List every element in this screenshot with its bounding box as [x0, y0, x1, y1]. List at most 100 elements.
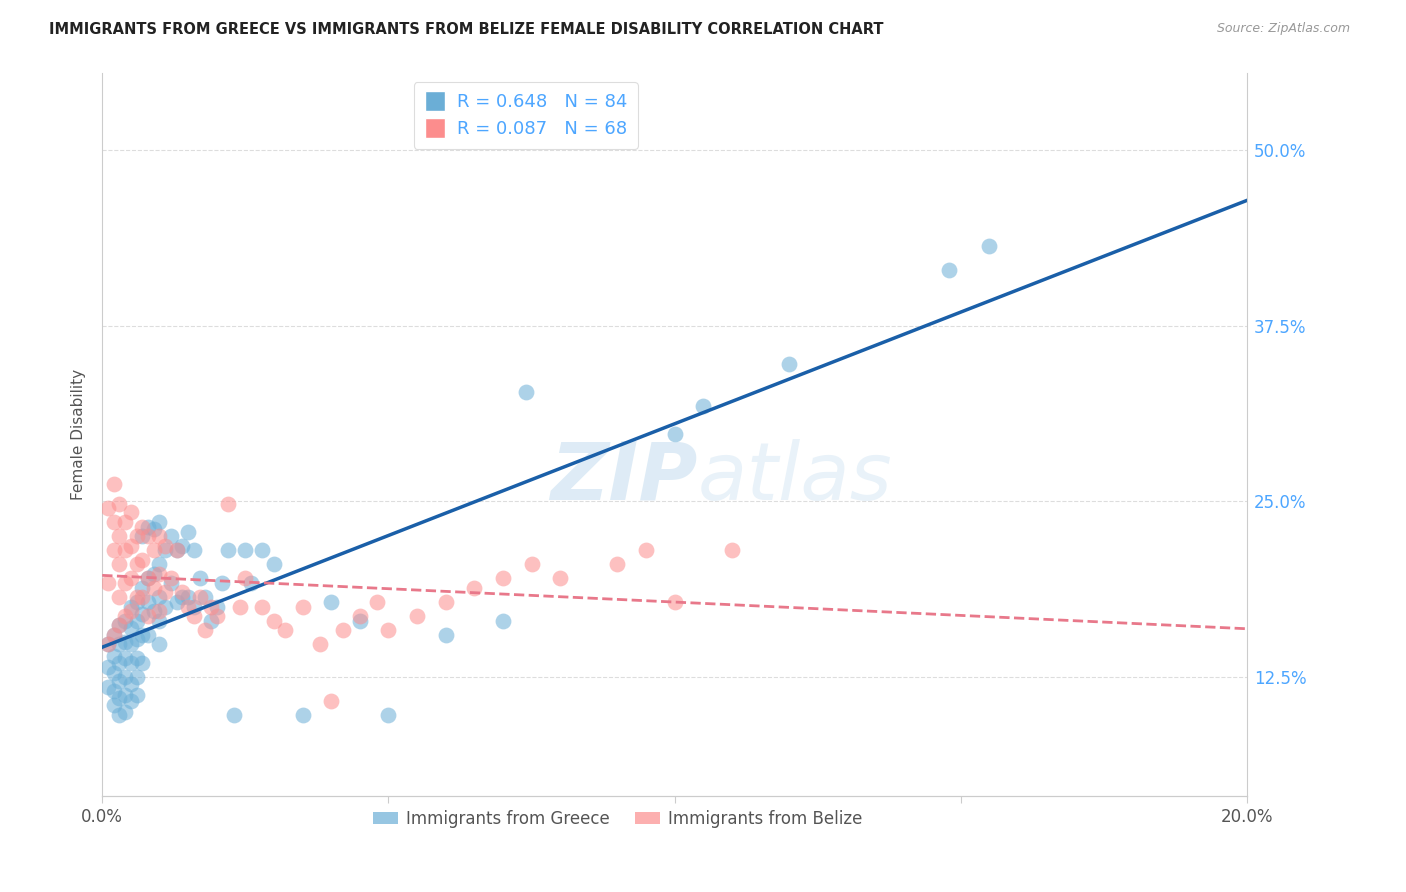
Point [291, 599, 314, 614]
Point [148, 604, 170, 618]
Point [188, 590, 211, 604]
Point [125, 590, 148, 604]
Point [131, 529, 153, 543]
Point [108, 617, 131, 632]
Point [222, 707, 245, 722]
Point [148, 558, 170, 572]
Point [120, 506, 142, 520]
Point [142, 582, 165, 596]
Point [463, 582, 485, 596]
Point [142, 522, 165, 536]
Point [125, 614, 148, 628]
Point [114, 516, 136, 530]
Point [228, 599, 250, 614]
Point [548, 571, 571, 585]
Point [125, 558, 148, 572]
Point [634, 543, 657, 558]
Point [108, 558, 131, 572]
Point [366, 595, 388, 609]
Point [136, 529, 159, 543]
Text: Source: ZipAtlas.com: Source: ZipAtlas.com [1216, 22, 1350, 36]
Point [172, 590, 194, 604]
Point [125, 595, 148, 609]
Point [172, 585, 194, 599]
Point [148, 516, 170, 530]
Point [217, 543, 239, 558]
Point [125, 670, 148, 684]
Point [131, 519, 153, 533]
Point [136, 519, 159, 533]
Point [103, 477, 125, 491]
Point [606, 558, 628, 572]
Point [114, 543, 136, 558]
Point [274, 624, 297, 638]
Point [114, 688, 136, 702]
Point [263, 614, 285, 628]
Point [136, 571, 159, 585]
Point [492, 614, 515, 628]
Point [183, 599, 205, 614]
Point [520, 558, 543, 572]
Point [142, 567, 165, 582]
Point [120, 599, 142, 614]
Point [252, 543, 274, 558]
Point [103, 683, 125, 698]
Point [131, 627, 153, 641]
Point [664, 426, 686, 441]
Point [211, 575, 233, 590]
Point [120, 693, 142, 707]
Point [108, 637, 131, 651]
Point [160, 575, 183, 590]
Point [166, 543, 188, 558]
Point [125, 651, 148, 665]
Point [131, 607, 153, 621]
Point [120, 539, 142, 553]
Point [131, 553, 153, 567]
Point [114, 634, 136, 648]
Point [103, 648, 125, 663]
Point [349, 609, 371, 624]
Point [136, 609, 159, 624]
Point [114, 670, 136, 684]
Point [136, 571, 159, 585]
Point [177, 599, 200, 614]
Point [114, 575, 136, 590]
Point [131, 582, 153, 596]
Point [308, 637, 330, 651]
Point [664, 595, 686, 609]
Point [103, 627, 125, 641]
Point [142, 543, 165, 558]
Point [321, 595, 343, 609]
Point [778, 357, 800, 371]
Point [148, 529, 170, 543]
Point [131, 656, 153, 670]
Point [120, 571, 142, 585]
Point [120, 621, 142, 635]
Point [377, 624, 399, 638]
Point [332, 624, 354, 638]
Point [103, 543, 125, 558]
Point [148, 614, 170, 628]
Point [252, 599, 274, 614]
Point [120, 656, 142, 670]
Point [125, 632, 148, 646]
Point [183, 609, 205, 624]
Point [108, 617, 131, 632]
Point [692, 399, 714, 413]
Point [148, 567, 170, 582]
Point [97, 575, 120, 590]
Point [97, 637, 120, 651]
Point [160, 529, 183, 543]
Point [515, 384, 537, 399]
Y-axis label: Female Disability: Female Disability [72, 369, 86, 500]
Point [108, 690, 131, 705]
Point [321, 693, 343, 707]
Point [148, 590, 170, 604]
Point [97, 501, 120, 516]
Point [166, 595, 188, 609]
Point [188, 571, 211, 585]
Point [108, 529, 131, 543]
Point [120, 637, 142, 651]
Point [217, 497, 239, 511]
Text: IMMIGRANTS FROM GREECE VS IMMIGRANTS FROM BELIZE FEMALE DISABILITY CORRELATION C: IMMIGRANTS FROM GREECE VS IMMIGRANTS FRO… [49, 22, 884, 37]
